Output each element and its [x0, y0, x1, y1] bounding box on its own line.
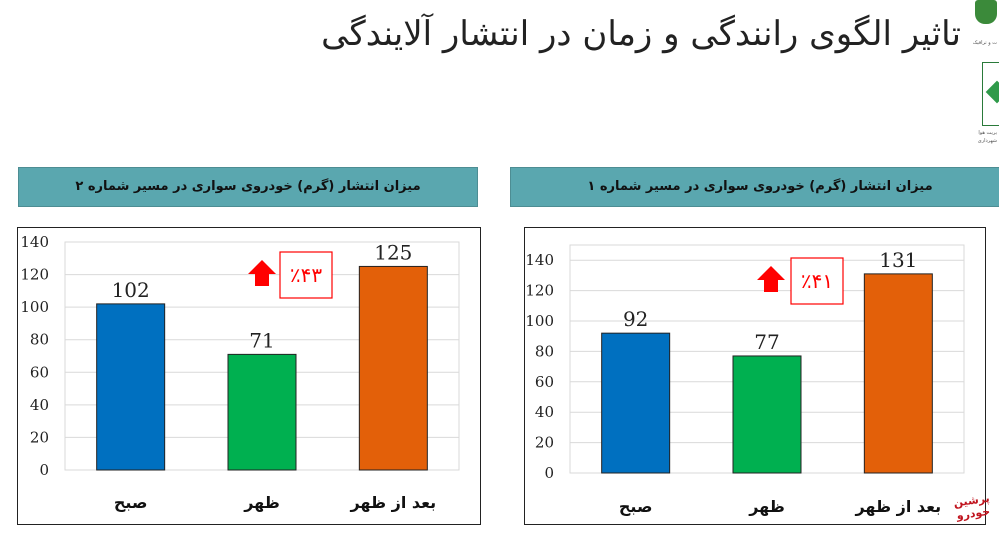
y-tick-label: 80	[535, 342, 554, 360]
data-label: 102	[112, 278, 150, 302]
house-logo-icon	[982, 62, 999, 126]
y-tick-label: 80	[30, 331, 49, 349]
bar	[601, 332, 671, 474]
bar	[96, 303, 166, 471]
category-label: بعد از ظهر	[349, 493, 436, 512]
page-title: تاثیر الگوی رانندگی و زمان در انتشار آلا…	[321, 14, 961, 54]
data-label: 77	[754, 330, 779, 354]
y-tick-label: 40	[30, 396, 49, 414]
y-tick-label: 100	[525, 312, 554, 330]
category-label: صبح	[114, 493, 148, 512]
up-arrow-icon	[757, 266, 785, 292]
bar-chart-route-1: 0 20 40 60 80 100 120 140 92 صبح 77 ظهر 131 بعد از ظه…	[525, 244, 965, 516]
data-label: 131	[879, 248, 917, 272]
y-tick-label: 20	[30, 428, 49, 446]
watermark-logo: پرشین خودرو	[951, 491, 995, 530]
category-label: ظهر	[243, 493, 280, 512]
data-label: 92	[623, 307, 648, 331]
bar	[732, 355, 802, 474]
chart-panel-route-1: 0 20 40 60 80 100 120 140 92 صبح 77 ظهر 131 بعد از ظه…	[524, 227, 986, 525]
y-tick-label: 60	[535, 373, 554, 391]
data-label: 125	[374, 240, 412, 264]
logo-caption-2: یریت هوا	[978, 130, 997, 136]
y-tick-label: 0	[544, 464, 554, 482]
category-label: صبح	[619, 497, 653, 516]
bar	[227, 353, 297, 471]
y-tick-label: 100	[20, 298, 49, 316]
up-arrow-icon	[248, 260, 276, 286]
chart-header-route-1: میزان انتشار (گرم) خودروی سواری در مسیر …	[510, 167, 999, 207]
y-tick-label: 140	[20, 233, 49, 251]
y-tick-label: 20	[535, 434, 554, 452]
logo-caption-3: شهرداری	[977, 138, 997, 144]
y-tick-label: 140	[525, 251, 554, 269]
chart-panel-route-2: 0 20 40 60 80 100 120 140 102 صبح 71 ظهر 125 بعد از ظ…	[17, 227, 481, 525]
y-tick-label: 120	[20, 266, 49, 284]
organization-logo: ت و ترافیک یریت هوا شهرداری	[969, 0, 999, 160]
y-tick-label: 40	[535, 403, 554, 421]
y-tick-label: 120	[525, 282, 554, 300]
bar-chart-route-2: 0 20 40 60 80 100 120 140 102 صبح 71 ظهر 125 بعد از ظ…	[20, 233, 460, 512]
bar	[358, 265, 428, 471]
category-label: ظهر	[748, 497, 785, 516]
data-label: 71	[249, 328, 274, 352]
percent-increase-label: ٪۴۳	[290, 263, 322, 287]
annotation-box	[790, 257, 844, 305]
tree-logo-icon	[975, 0, 997, 24]
category-label: بعد از ظهر	[854, 497, 941, 516]
annotation-box	[279, 251, 333, 299]
logo-caption: ت و ترافیک	[972, 40, 997, 46]
chart-header-route-2: میزان انتشار (گرم) خودروی سواری در مسیر …	[18, 167, 478, 207]
percent-increase-label: ٪۴۱	[801, 269, 833, 293]
y-tick-label: 60	[30, 363, 49, 381]
y-tick-label: 0	[39, 461, 49, 479]
bar	[863, 273, 933, 474]
